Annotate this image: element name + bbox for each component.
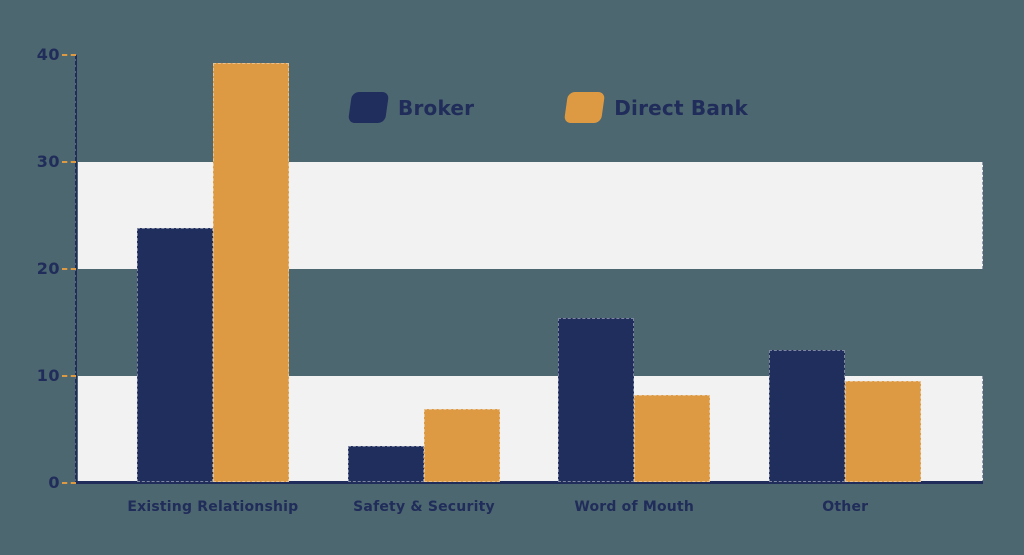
legend-label-direct-bank: Direct Bank bbox=[614, 95, 748, 120]
y-tick-label-30: 30 bbox=[36, 152, 60, 171]
bar-direct-bank-other bbox=[845, 381, 922, 482]
y-tick-mark-0 bbox=[62, 482, 76, 484]
y-tick-mark-20 bbox=[62, 268, 76, 270]
x-category-label-safety-security: Safety & Security bbox=[353, 499, 495, 515]
legend-item-broker: Broker bbox=[347, 92, 475, 123]
bar-direct-bank-existing-relationship bbox=[212, 62, 289, 482]
legend-label-broker: Broker bbox=[398, 95, 475, 120]
y-tick-label-40: 40 bbox=[36, 45, 60, 64]
bar-direct-bank-safety-security bbox=[423, 409, 500, 482]
y-tick-mark-10 bbox=[62, 375, 76, 377]
bar-broker-safety-security bbox=[347, 445, 424, 482]
bar-direct-bank-word-of-mouth bbox=[634, 395, 711, 482]
y-tick-mark-30 bbox=[62, 161, 76, 163]
y-tick-mark-40 bbox=[62, 54, 76, 56]
y-tick-label-10: 10 bbox=[36, 366, 60, 385]
legend-item-direct-bank: Direct Bank bbox=[564, 92, 748, 123]
plot-area bbox=[75, 55, 983, 484]
x-axis-line bbox=[75, 481, 983, 484]
x-category-label-other: Other bbox=[822, 499, 869, 515]
bar-broker-existing-relationship bbox=[136, 228, 213, 482]
bar-broker-word-of-mouth bbox=[558, 318, 635, 482]
y-tick-label-20: 20 bbox=[36, 259, 60, 278]
y-tick-label-0: 0 bbox=[48, 473, 60, 492]
bar-broker-other bbox=[769, 350, 846, 482]
x-category-label-word-of-mouth: Word of Mouth bbox=[574, 499, 695, 515]
legend: Broker Direct Bank bbox=[347, 92, 748, 123]
x-category-label-existing-relationship: Existing Relationship bbox=[127, 499, 299, 515]
